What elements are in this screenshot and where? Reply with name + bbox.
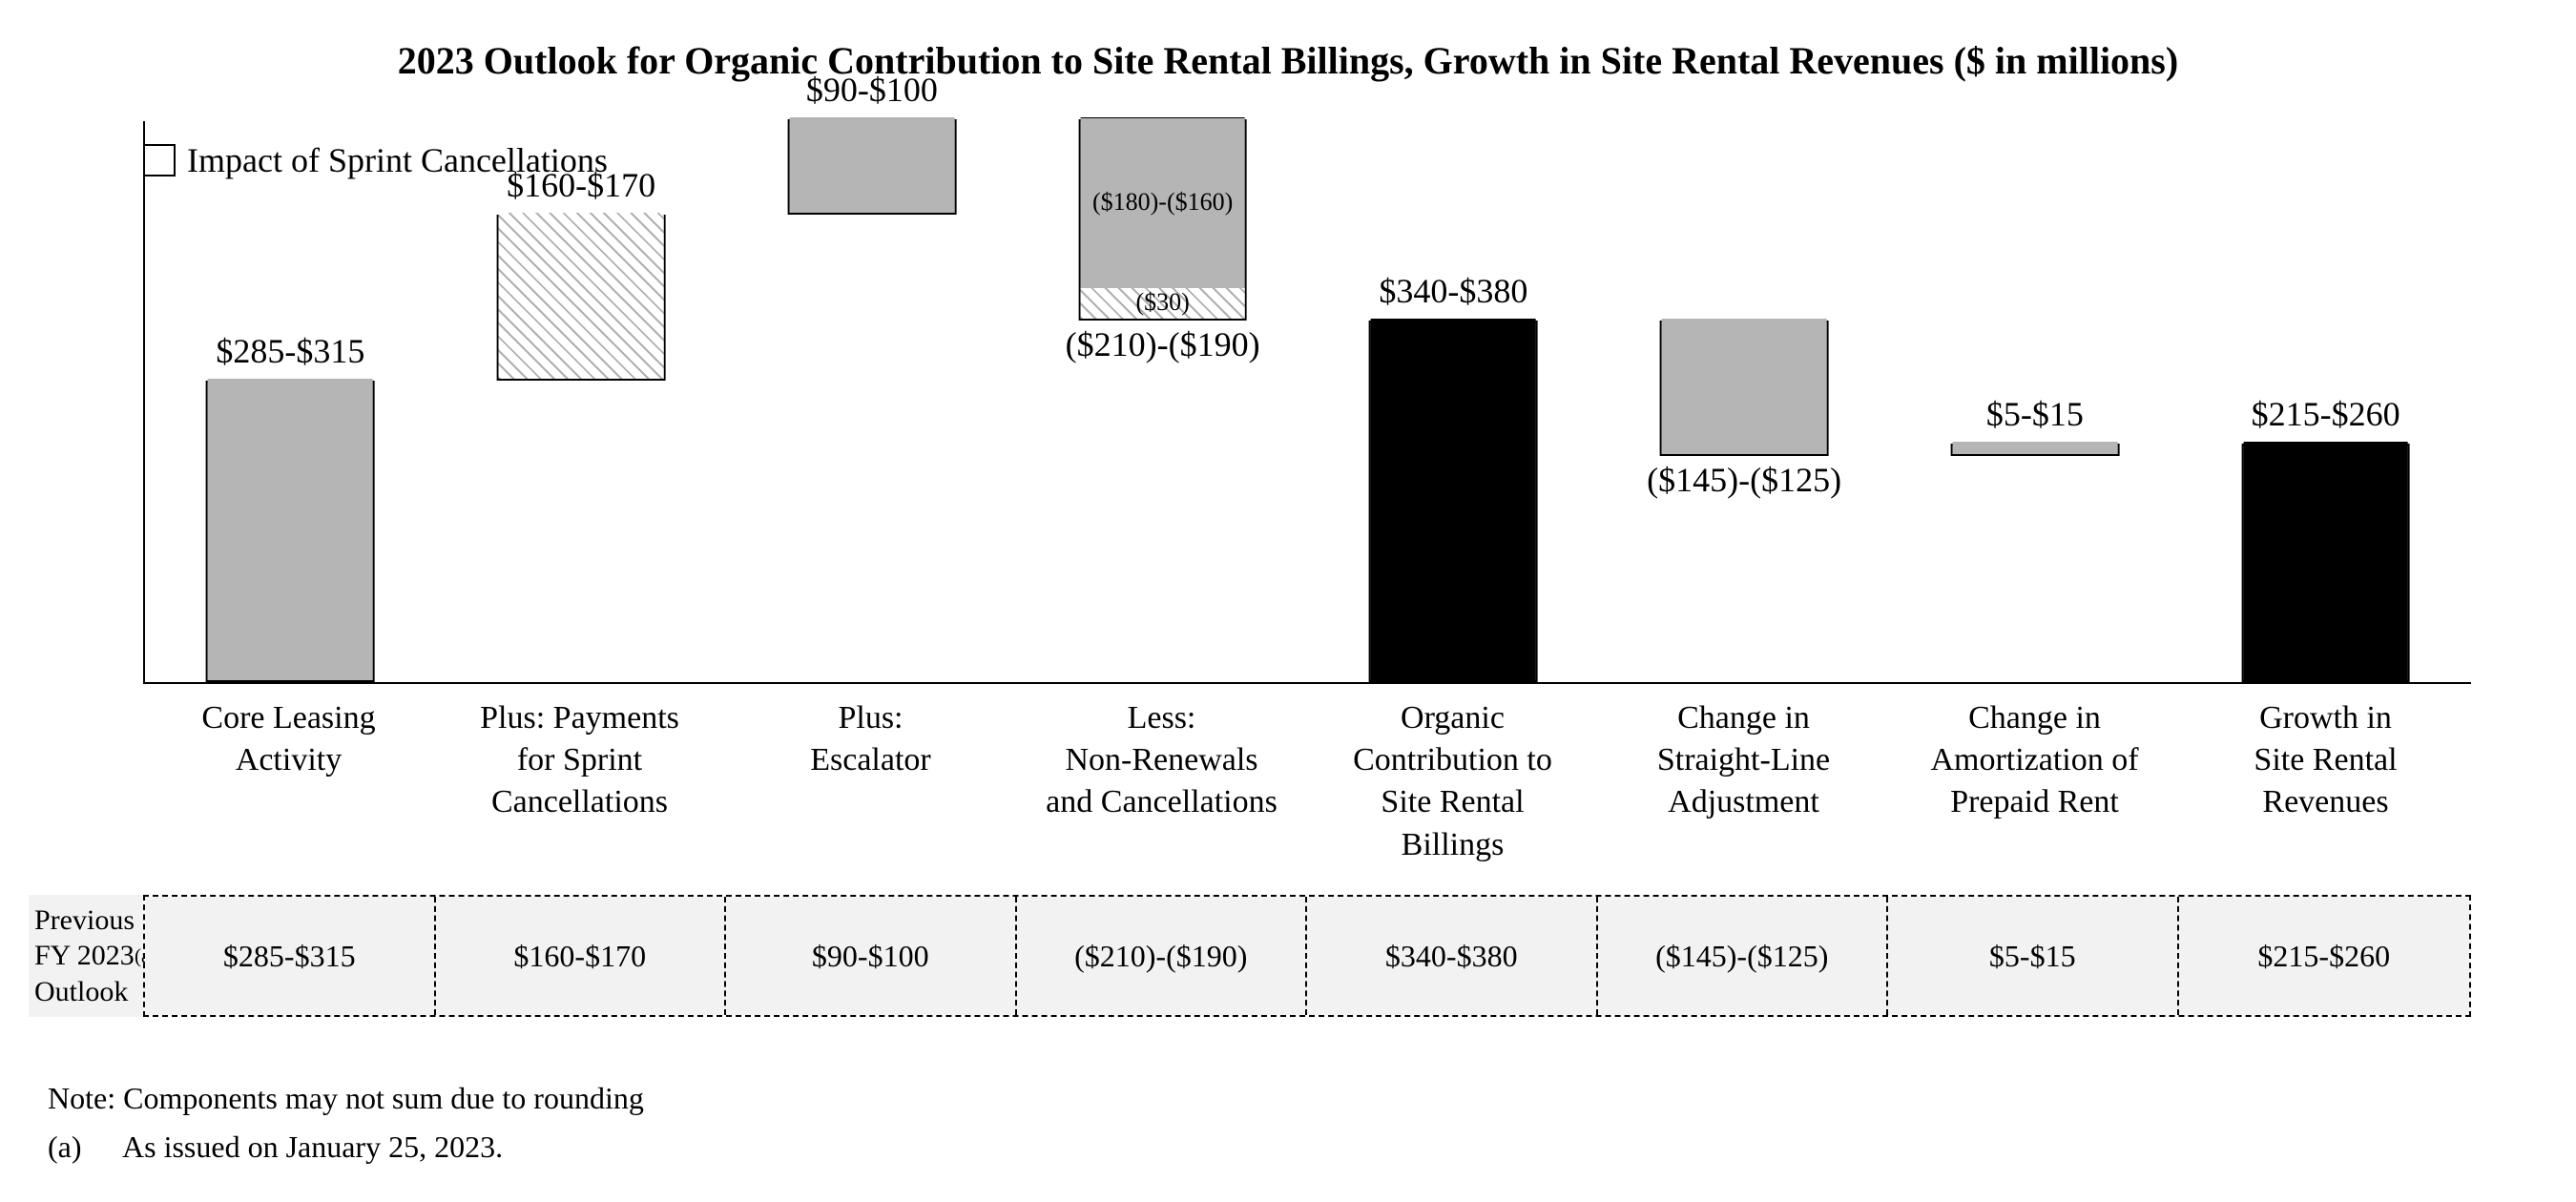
x-label: Less:Non-Renewalsand Cancellations (1016, 697, 1307, 866)
bar-box (788, 119, 957, 215)
bar-box (206, 381, 375, 682)
bar-box (497, 215, 666, 381)
bar-value-label: ($145)-($125) (1647, 460, 1841, 500)
bar-core_leasing: $285-$315 (145, 119, 436, 682)
bar-amort_prepaid: $5-$15 (1890, 119, 2181, 682)
bar-sprint_payments: $160-$170 (436, 119, 727, 682)
bar-value-label: $160-$170 (507, 165, 655, 205)
table-cell: $340-$380 (1307, 897, 1598, 1016)
note-a-text: As issued on January 25, 2023. (122, 1123, 503, 1171)
x-label: Growth inSite RentalRevenues (2180, 697, 2471, 866)
page-title: 2023 Outlook for Organic Contribution to… (48, 38, 2528, 83)
x-label: OrganicContribution toSite RentalBilling… (1307, 697, 1598, 866)
x-label: Plus: Paymentsfor SprintCancellations (434, 697, 725, 866)
waterfall-plot: $285-$315$160-$170$90-$100($180)-($160)(… (143, 121, 2471, 684)
bar-segment (790, 117, 955, 213)
bar-box (1369, 321, 1538, 682)
row-header: PreviousFY 2023Outlook(a) (29, 895, 143, 1018)
note-a: (a) As issued on January 25, 2023. (48, 1123, 2528, 1171)
bar-straight_line: ($145)-($125) (1599, 119, 1890, 682)
bar-segment (499, 213, 664, 379)
bar-segment (1953, 442, 2118, 454)
bar-value-label: ($210)-($190) (1066, 324, 1260, 364)
bar-escalator: $90-$100 (727, 119, 1018, 682)
footnotes: Note: Components may not sum due to roun… (48, 1074, 2528, 1171)
row-cells: $285-$315$160-$170$90-$100($210)-($190)$… (143, 895, 2471, 1018)
bar-box: ($180)-($160) ($30) (1078, 119, 1247, 321)
table-cell: $90-$100 (726, 897, 1017, 1016)
table-cell: ($145)-($125) (1598, 897, 1889, 1016)
bar-box (1951, 444, 2120, 456)
bar-segment (1662, 319, 1827, 454)
x-label: Plus:Escalator (725, 697, 1016, 866)
segment-inner-label: ($30) (1135, 288, 1189, 317)
note-rounding: Note: Components may not sum due to roun… (48, 1074, 2528, 1123)
bar-box (1660, 321, 1829, 456)
table-cell: $215-$260 (2179, 897, 2470, 1016)
bar-growth_rev: $215-$260 (2180, 119, 2471, 682)
chart-container: Impact of Sprint Cancellations $285-$315… (143, 121, 2471, 1017)
bar-box (2241, 444, 2410, 682)
bar-value-label: $285-$315 (216, 331, 364, 371)
bar-segment (1371, 319, 1536, 680)
table-cell: $160-$170 (436, 897, 727, 1016)
note-a-tag: (a) (48, 1123, 95, 1171)
bar-value-label: $340-$380 (1379, 271, 1527, 311)
x-label: Core LeasingActivity (143, 697, 434, 866)
bar-segment (2243, 442, 2408, 680)
x-axis-labels: Core LeasingActivityPlus: Paymentsfor Sp… (143, 697, 2471, 866)
bar-organic_contrib: $340-$380 (1308, 119, 1599, 682)
bar-value-label: $215-$260 (2252, 394, 2400, 434)
bar-value-label: $90-$100 (806, 70, 938, 110)
bar-value-label: $5-$15 (1986, 394, 2084, 434)
x-label: Change inStraight-LineAdjustment (1598, 697, 1889, 866)
segment-inner-label: ($180)-($160) (1092, 188, 1233, 217)
table-cell: ($210)-($190) (1017, 897, 1308, 1016)
table-cell: $285-$315 (145, 897, 436, 1016)
bar-non_renewals: ($180)-($160) ($30) ($210)-($190) (1017, 119, 1308, 682)
bar-segment (208, 379, 373, 680)
previous-outlook-row: PreviousFY 2023Outlook(a) $285-$315$160-… (143, 895, 2471, 1018)
x-label: Change inAmortization ofPrepaid Rent (1889, 697, 2180, 866)
table-cell: $5-$15 (1888, 897, 2179, 1016)
